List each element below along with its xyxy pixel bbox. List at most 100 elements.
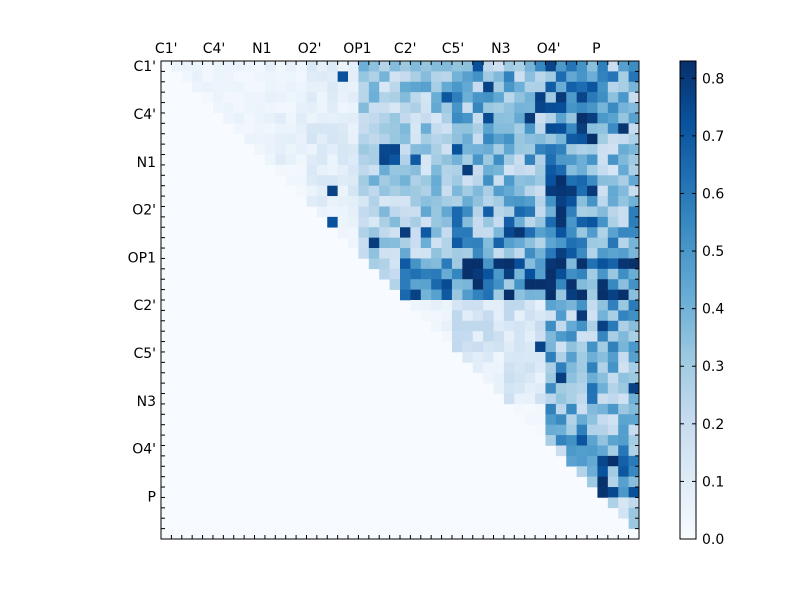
heatmap-cell <box>607 279 619 290</box>
heatmap-cell <box>389 112 401 124</box>
heatmap-cell <box>472 320 484 332</box>
heatmap-cell <box>337 123 349 135</box>
heatmap-cell <box>192 71 203 83</box>
y-tick-label: OP1 <box>128 250 156 266</box>
heatmap-cell <box>618 466 629 477</box>
heatmap-cell <box>493 362 505 374</box>
heatmap-cell <box>555 300 567 311</box>
heatmap-cell <box>597 196 609 207</box>
heatmap-cell <box>285 164 297 176</box>
heatmap-cell <box>576 351 588 363</box>
heatmap-cell <box>607 476 619 488</box>
heatmap-cell <box>431 227 442 238</box>
heatmap-cell <box>576 164 588 176</box>
heatmap-cell <box>441 237 453 249</box>
heatmap-cell <box>431 71 442 83</box>
heatmap-cell <box>379 92 390 103</box>
heatmap-cell <box>618 237 629 249</box>
heatmap-cell <box>576 227 588 238</box>
heatmap-cell <box>566 196 577 207</box>
heatmap-cell <box>192 81 203 93</box>
heatmap-cell <box>576 81 588 93</box>
heatmap-cell <box>451 320 463 332</box>
heatmap-cell <box>587 445 598 457</box>
x-tick-label: N1 <box>252 41 271 57</box>
heatmap-cell <box>524 310 536 322</box>
heatmap-cell <box>348 206 359 218</box>
heatmap-cell <box>628 507 640 519</box>
heatmap-cell <box>451 154 463 166</box>
heatmap-cell <box>607 144 619 155</box>
heatmap-cell <box>576 206 588 218</box>
heatmap-cell <box>400 206 411 218</box>
heatmap-cell <box>607 258 619 270</box>
heatmap-cell <box>431 216 442 228</box>
heatmap-cell <box>306 92 318 103</box>
heatmap-cell <box>566 206 577 218</box>
heatmap-cell <box>306 175 318 186</box>
heatmap-cell <box>296 133 307 145</box>
heatmap-cell <box>503 61 515 72</box>
heatmap-cell <box>607 331 619 342</box>
heatmap-cell <box>618 175 629 186</box>
heatmap-cell <box>597 331 609 342</box>
heatmap-cell <box>420 112 432 124</box>
heatmap-cell <box>628 216 640 228</box>
heatmap-cell <box>535 362 546 374</box>
heatmap-cell <box>472 154 484 166</box>
heatmap-cell <box>389 237 401 249</box>
heatmap-cell <box>545 300 557 311</box>
heatmap-cell <box>566 279 577 290</box>
heatmap-cell <box>410 71 422 83</box>
heatmap-cell <box>587 289 598 301</box>
heatmap-cell <box>316 133 328 145</box>
heatmap-cell <box>576 466 588 477</box>
heatmap-cell <box>285 71 297 83</box>
heatmap-cell <box>618 248 629 259</box>
heatmap-cell <box>607 383 619 394</box>
heatmap-cell <box>410 300 422 311</box>
heatmap-cell <box>337 71 349 83</box>
heatmap-cell <box>493 289 505 301</box>
heatmap-cell <box>576 393 588 405</box>
heatmap-cell <box>451 237 463 249</box>
heatmap-cell <box>618 331 629 342</box>
heatmap-cell <box>358 216 370 228</box>
heatmap-cell <box>389 216 401 228</box>
colorbar-tick-label: 0.7 <box>702 129 724 145</box>
heatmap-cell <box>400 102 411 114</box>
heatmap-cell <box>555 435 567 446</box>
colorbar-tick-label: 0.3 <box>702 359 724 375</box>
heatmap-cell <box>628 268 640 280</box>
colorbar <box>679 60 697 540</box>
heatmap-cell <box>607 393 619 405</box>
heatmap-cell <box>410 279 422 290</box>
heatmap-cell <box>555 61 567 72</box>
heatmap-cell <box>431 185 442 197</box>
heatmap-cell <box>410 102 422 114</box>
heatmap-cell <box>337 81 349 93</box>
heatmap-cell <box>410 289 422 301</box>
heatmap-cell <box>483 133 494 145</box>
heatmap-cell <box>555 175 567 186</box>
heatmap-cell <box>420 196 432 207</box>
heatmap-cell <box>535 237 546 249</box>
heatmap-cell <box>607 196 619 207</box>
heatmap-cell <box>420 71 432 83</box>
heatmap-cell <box>400 164 411 176</box>
heatmap-cell <box>285 133 297 145</box>
heatmap-cell <box>368 61 380 72</box>
heatmap-cell <box>493 164 505 176</box>
heatmap-cell <box>400 248 411 259</box>
heatmap-cell <box>493 320 505 332</box>
heatmap-cell <box>327 71 338 83</box>
heatmap-cell <box>420 310 432 322</box>
heatmap-cell <box>379 206 390 218</box>
heatmap-cell <box>597 248 609 259</box>
heatmap-cell <box>587 71 598 83</box>
heatmap-cell <box>451 279 463 290</box>
heatmap-cell <box>275 81 286 93</box>
heatmap-cell <box>566 112 577 124</box>
heatmap-cell <box>545 71 557 83</box>
heatmap-cell <box>389 102 401 114</box>
